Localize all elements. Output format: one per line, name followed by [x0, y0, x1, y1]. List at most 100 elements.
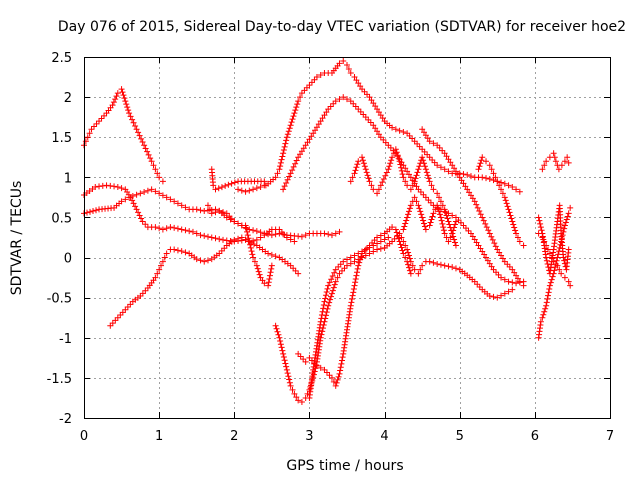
data-point	[272, 322, 279, 329]
data-point	[469, 233, 476, 240]
data-point	[509, 183, 516, 190]
data-point	[407, 174, 414, 181]
data-point	[250, 227, 257, 234]
data-point	[109, 320, 116, 327]
data-point	[133, 206, 140, 213]
data-point	[407, 186, 414, 193]
data-point	[277, 341, 284, 348]
data-point	[265, 279, 272, 286]
data-point	[123, 101, 130, 108]
data-point	[261, 178, 268, 185]
data-point	[158, 262, 165, 269]
data-point	[268, 232, 275, 239]
data-point	[337, 367, 344, 374]
data-point	[114, 314, 121, 321]
data-point	[329, 273, 336, 280]
data-point	[291, 238, 298, 245]
data-point	[490, 170, 497, 177]
data-point	[449, 212, 456, 219]
data-point	[396, 238, 403, 245]
data-point	[281, 357, 288, 364]
data-point	[201, 258, 208, 265]
data-point	[118, 198, 125, 205]
data-point	[354, 269, 361, 276]
data-point	[326, 299, 333, 306]
data-point	[558, 162, 565, 169]
data-point	[347, 98, 354, 105]
data-point	[306, 136, 313, 143]
data-point	[541, 162, 548, 169]
data-point	[246, 187, 253, 194]
data-point	[421, 148, 428, 155]
data-point	[477, 160, 484, 167]
data-point	[404, 182, 411, 189]
data-point	[109, 102, 116, 109]
data-point	[148, 186, 155, 193]
data-point	[283, 179, 290, 186]
data-point	[156, 266, 163, 273]
data-point	[413, 172, 420, 179]
y-tick-label: 2.5	[51, 51, 72, 66]
data-point	[367, 119, 374, 126]
data-point	[215, 185, 222, 192]
data-point	[244, 232, 251, 239]
data-point	[311, 76, 318, 83]
data-point	[370, 100, 377, 107]
data-point	[547, 279, 554, 286]
data-point	[256, 271, 263, 278]
data-point	[306, 354, 313, 361]
data-point	[335, 263, 342, 270]
data-point	[430, 140, 437, 147]
data-point	[286, 173, 293, 180]
data-point	[396, 158, 403, 165]
data-point	[404, 168, 411, 175]
data-point	[312, 127, 319, 134]
data-point	[290, 113, 297, 120]
series-sat-r	[535, 202, 572, 277]
data-point	[561, 257, 568, 264]
data-point	[344, 96, 350, 103]
data-point	[362, 252, 369, 259]
data-point	[445, 156, 452, 163]
data-point	[539, 314, 546, 321]
data-point	[121, 95, 128, 102]
data-point	[338, 267, 345, 274]
data-point	[129, 116, 136, 123]
data-point	[457, 219, 464, 226]
data-point	[124, 104, 131, 111]
data-point	[138, 215, 145, 222]
data-point	[434, 190, 441, 197]
data-point	[426, 154, 433, 161]
data-point	[502, 197, 509, 204]
data-point	[427, 199, 434, 206]
data-point	[558, 270, 565, 277]
data-point	[417, 266, 424, 273]
data-point	[142, 145, 149, 152]
data-point	[563, 216, 570, 223]
data-point	[387, 160, 394, 167]
data-point	[210, 182, 217, 189]
plot-frame	[84, 57, 611, 419]
data-point	[405, 171, 412, 178]
data-point	[326, 279, 333, 286]
data-point	[295, 270, 302, 277]
data-point	[238, 187, 245, 194]
data-point	[357, 256, 364, 263]
data-point	[421, 129, 428, 136]
data-point	[156, 225, 163, 232]
data-point	[441, 230, 448, 237]
data-point	[287, 170, 294, 177]
data-point	[82, 138, 89, 145]
data-point	[392, 226, 399, 233]
data-point	[394, 152, 401, 159]
series-sat-g	[280, 94, 527, 287]
data-point	[339, 354, 346, 361]
data-point	[444, 215, 451, 222]
data-point	[291, 390, 298, 397]
data-point	[561, 222, 568, 229]
data-point	[135, 209, 142, 216]
data-point	[565, 278, 572, 285]
data-point	[450, 233, 457, 240]
data-point	[509, 218, 516, 225]
data-point	[290, 163, 297, 170]
